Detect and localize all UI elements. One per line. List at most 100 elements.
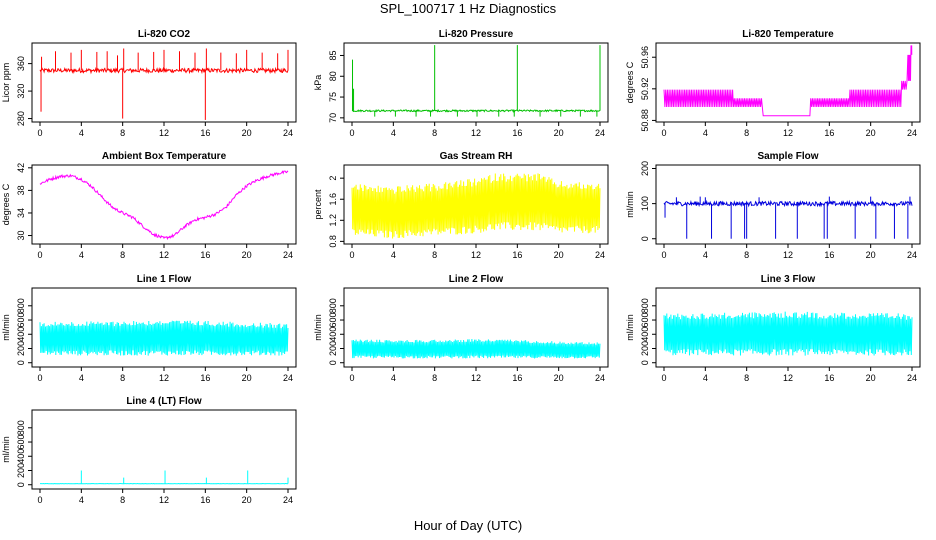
x-tick-label: 12 bbox=[159, 373, 169, 383]
y-tick-label: 0 bbox=[328, 360, 338, 365]
y-tick-label: 0.8 bbox=[328, 235, 338, 248]
series-line bbox=[351, 338, 601, 359]
x-tick-label: 4 bbox=[79, 373, 84, 383]
y-axis-label: ml/min bbox=[625, 191, 635, 218]
plot-frame bbox=[655, 42, 921, 123]
x-tick-label: 4 bbox=[79, 250, 84, 260]
x-tick-label: 24 bbox=[595, 128, 605, 138]
y-tick-label: 600 bbox=[16, 435, 26, 450]
x-tick-label: 20 bbox=[554, 128, 564, 138]
y-axis-label: kPa bbox=[313, 75, 323, 91]
x-tick-label: 4 bbox=[391, 373, 396, 383]
y-tick-label: 75 bbox=[328, 92, 338, 102]
x-tick-label: 24 bbox=[907, 250, 917, 260]
chart-panel: Line 3 Flow ml/min 0 4 8 12 16 20 24 0 20040060080… bbox=[625, 274, 921, 383]
y-tick-label: 80 bbox=[328, 71, 338, 81]
x-tick-label: 24 bbox=[283, 250, 293, 260]
y-tick-label: 100 bbox=[640, 196, 650, 211]
y-tick-label: 400 bbox=[640, 327, 650, 342]
panel-title: Gas Stream RH bbox=[440, 151, 513, 162]
x-tick-label: 24 bbox=[907, 128, 917, 138]
y-axis-label: degrees C bbox=[625, 61, 635, 103]
y-tick-label: 800 bbox=[16, 420, 26, 435]
y-tick-label: 38 bbox=[16, 185, 26, 195]
y-axis-label: ml/min bbox=[625, 314, 635, 341]
y-tick-label: 50.92 bbox=[640, 78, 650, 101]
y-tick-label: 50.96 bbox=[640, 46, 650, 69]
x-tick-label: 16 bbox=[200, 373, 210, 383]
x-tick-label: 0 bbox=[37, 373, 42, 383]
x-tick-label: 24 bbox=[283, 495, 293, 505]
y-tick-label: 1.6 bbox=[328, 193, 338, 206]
chart-panel: Line 1 Flow ml/min 0 4 8 12 16 20 24 0 20040060080… bbox=[1, 274, 297, 383]
panel-title: Li-820 Pressure bbox=[439, 29, 514, 40]
x-tick-label: 20 bbox=[242, 128, 252, 138]
y-tick-label: 42 bbox=[16, 163, 26, 173]
chart-panel: Li-820 Pressure kPa 0 4 8 12 16 20 24 70 75 80 85 bbox=[313, 29, 609, 138]
y-tick-label: 0 bbox=[16, 482, 26, 487]
panel-title: Li-820 Temperature bbox=[742, 29, 834, 40]
chart-panel: Li-820 Temperature degrees C 0 4 8 12 16 20 24 50… bbox=[625, 29, 921, 138]
y-tick-label: 50.88 bbox=[640, 109, 650, 132]
x-tick-label: 12 bbox=[471, 373, 481, 383]
y-tick-label: 600 bbox=[328, 313, 338, 328]
y-axis-label: degrees C bbox=[1, 183, 11, 225]
x-tick-label: 24 bbox=[283, 128, 293, 138]
x-tick-label: 0 bbox=[349, 373, 354, 383]
panel-title: Line 2 Flow bbox=[449, 274, 504, 285]
x-tick-label: 20 bbox=[554, 373, 564, 383]
panel-title: Line 1 Flow bbox=[137, 274, 192, 285]
series-line bbox=[351, 173, 601, 239]
chart-panel: Line 4 (LT) Flow ml/min 0 4 8 12 16 20 24 0 200400… bbox=[1, 396, 297, 505]
x-tick-label: 20 bbox=[554, 250, 564, 260]
y-tick-label: 800 bbox=[16, 298, 26, 313]
x-tick-label: 20 bbox=[242, 495, 252, 505]
plot-frame bbox=[31, 164, 297, 245]
x-tick-label: 0 bbox=[37, 128, 42, 138]
y-tick-label: 600 bbox=[16, 313, 26, 328]
x-tick-label: 24 bbox=[595, 373, 605, 383]
y-tick-label: 280 bbox=[16, 111, 26, 126]
series-line bbox=[663, 311, 913, 356]
x-tick-label: 12 bbox=[159, 250, 169, 260]
x-tick-label: 24 bbox=[283, 373, 293, 383]
x-tick-label: 4 bbox=[703, 373, 708, 383]
y-tick-label: 800 bbox=[640, 298, 650, 313]
series-line bbox=[39, 170, 289, 241]
x-tick-label: 4 bbox=[79, 128, 84, 138]
x-tick-label: 16 bbox=[512, 250, 522, 260]
y-tick-label: 0 bbox=[16, 360, 26, 365]
x-tick-label: 8 bbox=[120, 373, 125, 383]
y-axis-label: ml/min bbox=[1, 314, 11, 341]
x-tick-label: 12 bbox=[783, 373, 793, 383]
x-tick-label: 12 bbox=[471, 250, 481, 260]
x-tick-label: 8 bbox=[432, 128, 437, 138]
y-tick-label: 200 bbox=[16, 463, 26, 478]
y-tick-label: 2 bbox=[328, 176, 338, 181]
x-tick-label: 12 bbox=[783, 250, 793, 260]
chart-panel: Line 2 Flow ml/min 0 4 8 12 16 20 24 0 20040060080… bbox=[313, 274, 609, 383]
x-axis-label: Hour of Day (UTC) bbox=[413, 518, 523, 533]
x-tick-label: 4 bbox=[79, 495, 84, 505]
x-tick-label: 24 bbox=[907, 373, 917, 383]
y-tick-label: 400 bbox=[16, 449, 26, 464]
x-tick-label: 4 bbox=[391, 250, 396, 260]
x-tick-label: 4 bbox=[703, 250, 708, 260]
panel-title: Ambient Box Temperature bbox=[102, 151, 227, 162]
y-axis-label: ml/min bbox=[313, 314, 323, 341]
x-tick-label: 0 bbox=[661, 128, 666, 138]
x-tick-label: 8 bbox=[744, 373, 749, 383]
y-tick-label: 85 bbox=[328, 50, 338, 60]
x-tick-label: 16 bbox=[512, 373, 522, 383]
panel-title: Sample Flow bbox=[757, 151, 818, 162]
x-tick-label: 24 bbox=[595, 250, 605, 260]
x-tick-label: 4 bbox=[391, 128, 396, 138]
y-tick-label: 34 bbox=[16, 208, 26, 218]
x-tick-label: 16 bbox=[200, 250, 210, 260]
x-tick-label: 0 bbox=[37, 250, 42, 260]
y-tick-label: 800 bbox=[328, 298, 338, 313]
x-tick-label: 0 bbox=[661, 373, 666, 383]
y-tick-label: 600 bbox=[640, 313, 650, 328]
chart-panel: Ambient Box Temperature degrees C 0 4 8 12 16 2… bbox=[1, 151, 297, 260]
